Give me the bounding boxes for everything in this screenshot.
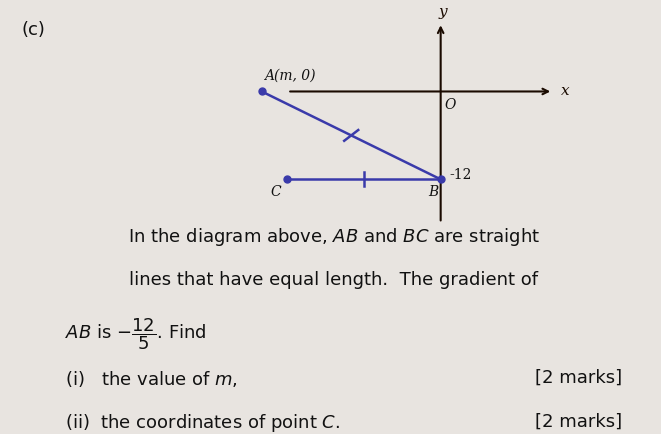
- Text: C: C: [270, 185, 281, 199]
- Text: x: x: [561, 85, 569, 99]
- Text: [2 marks]: [2 marks]: [535, 412, 623, 430]
- Text: -12: -12: [450, 168, 472, 182]
- Text: B: B: [428, 185, 438, 199]
- Text: (c): (c): [21, 21, 45, 39]
- Text: (ii)  the coordinates of point $\mathit{C}$.: (ii) the coordinates of point $\mathit{C…: [65, 412, 340, 434]
- Text: lines that have equal length.  The gradient of: lines that have equal length. The gradie…: [130, 271, 538, 289]
- Text: A(m, 0): A(m, 0): [264, 69, 316, 83]
- Text: (i)   the value of $\mathit{m}$,: (i) the value of $\mathit{m}$,: [65, 369, 237, 389]
- Text: y: y: [439, 5, 447, 19]
- Text: In the diagram above, $\mathit{AB}$ and $\mathit{BC}$ are straight: In the diagram above, $\mathit{AB}$ and …: [128, 226, 540, 248]
- Text: [2 marks]: [2 marks]: [535, 369, 623, 387]
- Text: $\mathit{AB}$ is $-\dfrac{12}{5}$. Find: $\mathit{AB}$ is $-\dfrac{12}{5}$. Find: [65, 317, 206, 352]
- Text: O: O: [445, 99, 456, 112]
